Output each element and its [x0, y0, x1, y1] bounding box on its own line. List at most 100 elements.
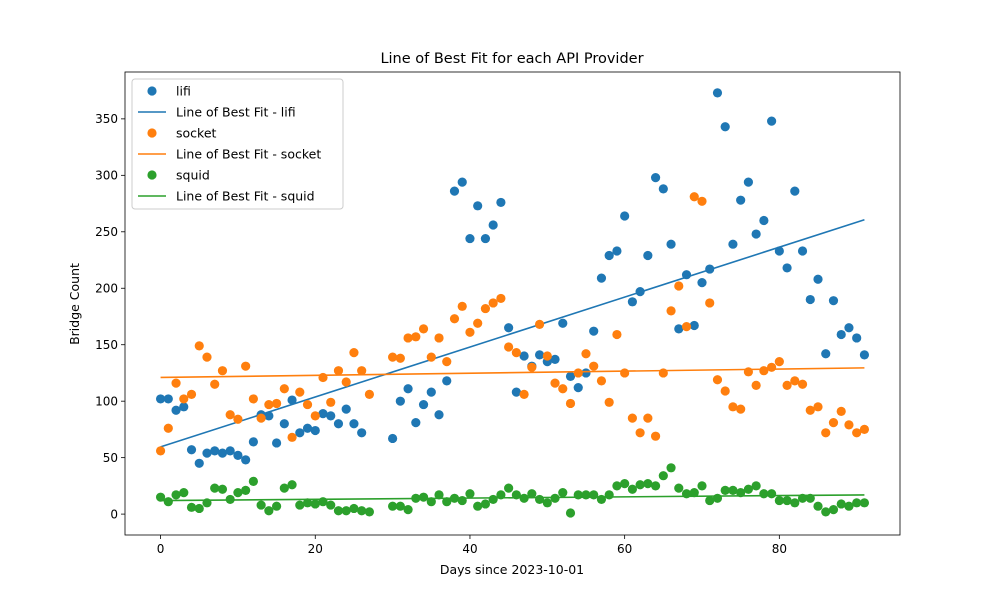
- y-axis-label: Bridge Count: [67, 263, 82, 345]
- squid-point: [620, 479, 630, 489]
- legend-box: [131, 78, 344, 210]
- socket-point: [171, 378, 181, 388]
- socket-point: [310, 411, 320, 421]
- socket-point: [705, 298, 715, 308]
- lifi-point: [241, 455, 251, 465]
- socket-point: [217, 366, 228, 376]
- lifi-point: [264, 411, 274, 421]
- squid-point: [666, 463, 676, 473]
- socket-point: [326, 397, 336, 407]
- squid-point: [310, 499, 320, 509]
- lifi-point: [844, 323, 854, 333]
- socket-point: [782, 380, 792, 390]
- squid-point: [210, 483, 220, 493]
- socket-point: [155, 446, 166, 456]
- socket-point: [527, 362, 537, 372]
- squid-point: [403, 504, 413, 515]
- squid-point: [821, 507, 831, 517]
- socket-point: [403, 333, 413, 343]
- socket-point: [813, 402, 823, 412]
- y-tick-label: 200: [95, 282, 118, 296]
- lifi-point: [326, 411, 336, 421]
- squid-best-fit-line: [160, 494, 865, 502]
- lifi-point: [612, 246, 622, 256]
- x-tick-label: 60: [617, 542, 632, 556]
- lifi-point: [790, 186, 800, 196]
- socket-point: [720, 386, 730, 396]
- lifi-point: [287, 395, 297, 405]
- squid-point: [627, 484, 637, 494]
- socket-point: [341, 377, 351, 387]
- squid-point: [349, 503, 359, 514]
- lifi-point: [295, 428, 305, 438]
- socket-point: [681, 322, 692, 332]
- socket-point: [388, 352, 398, 362]
- lifi-point: [179, 402, 189, 412]
- socket-point: [163, 423, 173, 433]
- squid-point: [163, 497, 173, 507]
- lifi-point: [341, 404, 351, 414]
- lifi-point: [728, 239, 738, 249]
- lifi-point: [767, 116, 777, 126]
- x-tick-label: 40: [462, 542, 477, 556]
- socket-point: [736, 404, 746, 414]
- squid-point: [550, 493, 560, 503]
- lifi-point: [186, 445, 197, 455]
- lifi-point: [457, 177, 467, 187]
- socket-point: [202, 352, 212, 362]
- squid-point: [341, 506, 351, 516]
- x-tick-label: 0: [157, 542, 165, 556]
- squid-point: [287, 480, 297, 490]
- squid-point: [542, 498, 552, 508]
- lifi-point: [720, 122, 730, 132]
- squid-point: [418, 492, 429, 502]
- lifi-point: [310, 425, 320, 436]
- lifi-point: [743, 177, 754, 187]
- socket-point: [457, 301, 467, 311]
- socket-point: [666, 306, 676, 316]
- squid-point: [836, 499, 846, 509]
- legend-label-fit-lifi: Line of Best Fit - lifi: [176, 105, 296, 120]
- lifi-point: [821, 349, 831, 359]
- lifi-point: [465, 233, 475, 244]
- y-tick-label: 0: [110, 507, 118, 521]
- squid-point: [689, 488, 699, 498]
- lifi-point: [426, 387, 436, 397]
- socket-point: [542, 351, 552, 361]
- squid-point: [720, 485, 730, 495]
- lifi-point: [852, 333, 862, 343]
- lifi-point: [643, 250, 653, 261]
- squid-point: [852, 498, 862, 508]
- socket-point: [836, 406, 846, 416]
- squid-point: [658, 471, 668, 481]
- squid-point: [767, 489, 777, 499]
- squid-point: [179, 488, 189, 498]
- y-tick-label: 300: [95, 169, 118, 183]
- socket-point: [774, 357, 784, 367]
- lifi-point: [658, 184, 668, 194]
- lifi-point: [225, 446, 235, 456]
- socket-point: [473, 318, 483, 328]
- squid-point: [256, 500, 266, 510]
- socket-point: [272, 398, 282, 409]
- socket-point: [790, 376, 800, 386]
- squid-point: [712, 493, 723, 503]
- squid-point: [241, 485, 251, 495]
- lifi-point: [233, 450, 243, 460]
- squid-point: [728, 485, 738, 495]
- squid-point: [650, 481, 661, 491]
- squid-point: [790, 498, 800, 508]
- socket-point: [279, 384, 289, 394]
- lifi-point: [442, 376, 452, 386]
- lifi-point: [357, 428, 367, 438]
- lifi-point: [589, 326, 599, 336]
- x-axis: 0 20 40 60 80: [157, 535, 787, 556]
- socket-point: [233, 414, 243, 424]
- legend-marker-squid: [147, 170, 157, 180]
- squid-point: [612, 481, 622, 491]
- socket-best-fit-line: [160, 367, 865, 379]
- lifi-point: [573, 383, 583, 393]
- socket-point: [411, 332, 421, 342]
- socket-point: [828, 418, 839, 428]
- socket-point: [333, 366, 344, 376]
